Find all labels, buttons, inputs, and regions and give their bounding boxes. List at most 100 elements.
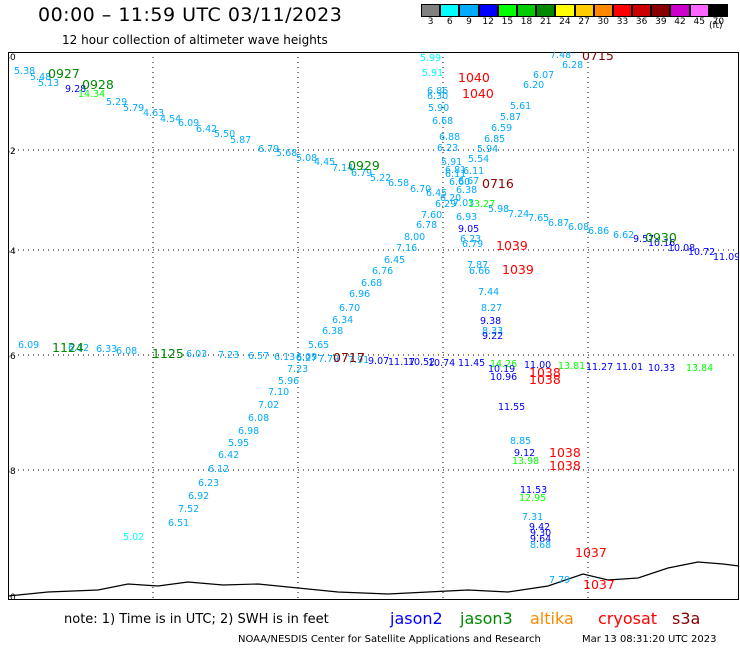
swh-point-label: 5.91 <box>422 68 443 79</box>
swh-point-label: 5.95 <box>228 438 249 449</box>
pass-time-label: 0716 <box>482 176 514 191</box>
swh-point-label: 6.29 <box>435 199 456 210</box>
swh-point-label: 6.92 <box>188 491 209 502</box>
swh-point-label: 10.33 <box>648 363 675 374</box>
swh-point-label: 11.09 <box>713 252 739 263</box>
y-tick-label: -68 <box>8 467 16 477</box>
swh-point-label: 4.54 <box>160 114 181 125</box>
swh-point-label: 5.22 <box>370 173 391 184</box>
swh-point-label: 6.08 <box>568 222 589 233</box>
legend-swatch <box>651 4 671 17</box>
swh-point-label: 9.07 <box>368 356 389 367</box>
swh-point-label: 6.20 <box>523 80 544 91</box>
swh-point-label: 10.52 <box>408 357 435 368</box>
swh-point-label: 6.20 <box>440 193 461 204</box>
swh-point-label: 6.87 <box>548 218 569 229</box>
swh-point-label: 13.98 <box>512 456 539 467</box>
y-tick-label: -60 <box>8 53 16 63</box>
swh-point-label: 7.16 <box>396 243 417 254</box>
swh-point-label: 6.68 <box>361 278 382 289</box>
swh-point-label: 5.96 <box>278 376 299 387</box>
swh-point-label: 6.51 <box>168 518 189 529</box>
legend-labels: 3 6 9 12 15 18 21 24 27 30 33 36 39 42 45 70 <box>421 17 728 27</box>
swh-point-label: 11.55 <box>498 402 525 413</box>
swh-point-label: 9.57 <box>633 234 654 245</box>
swh-point-label: 4.45 <box>314 157 335 168</box>
swh-point-label: 6.93 <box>456 212 477 223</box>
mission-cryosat: cryosat <box>598 609 658 628</box>
swh-point-label: 5.68 <box>276 148 297 159</box>
color-legend: 3 6 9 12 15 18 21 24 27 30 33 36 39 42 45 70 (ft) <box>421 4 728 36</box>
swh-point-label: 12.95 <box>519 493 546 504</box>
swh-point-label: 7.79 <box>318 354 339 365</box>
legend-label: 27 <box>578 17 590 27</box>
swh-point-label: 7.24 <box>508 209 529 220</box>
swh-point-label: 11.27 <box>586 362 613 373</box>
swh-point-label: 6.03 <box>186 349 207 360</box>
legend-swatch <box>612 4 633 17</box>
legend-swatch <box>555 4 575 17</box>
swh-point-label: 7.23 <box>287 364 308 375</box>
pass-time-label: 1038 <box>549 458 581 473</box>
swh-point-label: 5.65 <box>308 340 329 351</box>
swh-point-label: 5.87 <box>500 112 521 123</box>
swh-point-label: 7.10 <box>268 387 289 398</box>
swh-point-label: 5.38 <box>14 66 35 77</box>
map-frame <box>8 52 739 600</box>
pass-time-label: 1038 <box>529 372 561 387</box>
legend-swatch <box>421 4 441 17</box>
pass-time-label: 1037 <box>583 577 615 592</box>
mission-altika: altika <box>530 609 574 628</box>
pass-time-label: 1039 <box>496 238 528 253</box>
legend-label: 21 <box>539 17 552 27</box>
swh-point-label: 9.64 <box>530 534 551 545</box>
swh-point-label: 8.33 <box>482 326 503 337</box>
legend-swatch <box>440 4 460 17</box>
swh-point-label: 7.91 <box>348 355 369 366</box>
swh-point-label: 6.11 <box>463 166 484 177</box>
swh-point-label: 7.60 <box>421 210 442 221</box>
swh-point-label: 10.72 <box>688 247 715 258</box>
swh-point-label: 8.85 <box>510 436 531 447</box>
swh-point-label: 6.42 <box>218 450 239 461</box>
swh-point-label: 5.87 <box>230 135 251 146</box>
swh-point-label: 6.86 <box>427 86 448 97</box>
pass-time-label: 0930 <box>645 230 677 245</box>
swh-point-label: 7.44 <box>478 287 499 298</box>
legend-swatch <box>574 4 594 17</box>
legend-label: 33 <box>616 17 629 27</box>
swh-point-label: 9.42 <box>529 522 550 533</box>
swh-point-label: 6.12 <box>208 464 229 475</box>
swh-point-label: 6.88 <box>439 132 460 143</box>
legend-label: 9 <box>466 17 472 27</box>
swh-point-label: 6.98 <box>238 426 259 437</box>
swh-point-label: 10.16 <box>648 238 675 249</box>
swh-point-label: 6.70 <box>410 184 431 195</box>
swh-point-label: 11.01 <box>616 362 643 373</box>
swh-point-label: 7.87 <box>467 260 488 271</box>
swh-point-label: 6.59 <box>491 123 512 134</box>
y-tick-label: -64 <box>8 247 16 257</box>
swh-point-label: 11.53 <box>520 485 547 496</box>
legend-label: 30 <box>597 17 609 27</box>
wave-height-map: 151821242730-60-62-64-66-68-705.385.485.… <box>8 52 739 600</box>
swh-point-label: 6.57 <box>248 351 269 362</box>
swh-point-label: 5.29 <box>106 97 127 108</box>
swh-point-label: 13.84 <box>686 363 713 374</box>
swh-point-label: 6.86 <box>588 226 609 237</box>
swh-point-label: 7.14 <box>332 163 353 174</box>
swh-point-label: 5.79 <box>123 103 144 114</box>
legend-label: 70 <box>712 17 725 27</box>
legend-label: 18 <box>520 17 533 27</box>
swh-point-label: 6.66 <box>469 266 490 277</box>
swh-point-label: 6.60 <box>449 177 470 188</box>
swh-point-label: 5.02 <box>123 532 144 543</box>
swh-point-label: 6.23 <box>198 478 219 489</box>
swh-point-label: 5.91 <box>441 157 462 168</box>
swh-point-label: 6.79 <box>258 144 279 155</box>
swh-point-label: 6.34 <box>332 315 353 326</box>
y-tick-label: -62 <box>8 147 16 157</box>
legend-swatch <box>708 4 728 17</box>
legend-label: 24 <box>559 17 571 27</box>
swh-point-label: 5.98 <box>488 204 509 215</box>
